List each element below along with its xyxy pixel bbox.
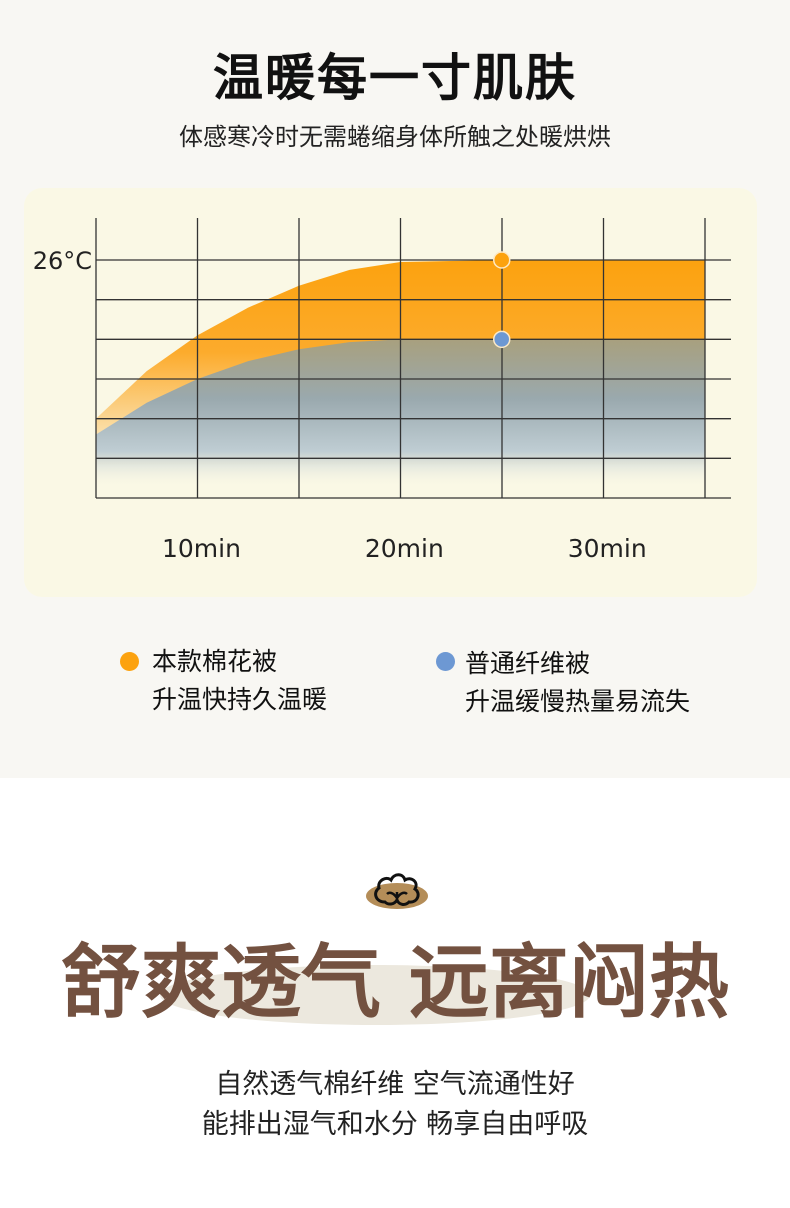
- section2-title: 舒爽透气 远离闷热: [61, 936, 729, 1029]
- series-marker-0: [493, 251, 511, 269]
- warmth-section: 温暖每一寸肌肤 体感寒冷时无需蜷缩身体所触之处暖烘烘 10min 20min 30m…: [0, 0, 790, 778]
- legend-desc: 升温快持久温暖: [152, 685, 328, 714]
- legend-dot-cotton: [120, 652, 139, 671]
- section2-line-2: 能排出湿气和水分 畅享自由呼吸: [201, 1109, 589, 1140]
- y-tick-label: 26°C: [33, 247, 92, 275]
- cotton-icon: [366, 873, 428, 909]
- legend-dot-fiber: [436, 652, 455, 671]
- section-subtitle: 体感寒冷时无需蜷缩身体所触之处暖烘烘: [179, 123, 611, 151]
- x-tick-label: 10min: [162, 534, 241, 563]
- x-tick-label: 20min: [365, 534, 444, 563]
- legend-desc: 升温缓慢热量易流失: [465, 687, 691, 716]
- legend-name: 本款棉花被: [152, 647, 278, 676]
- legend-name: 普通纤维被: [465, 649, 591, 678]
- series-marker-1: [493, 330, 511, 349]
- legend-fiber: 普通纤维被 升温缓慢热量易流失: [465, 645, 690, 721]
- legend-cotton: 本款棉花被 升温快持久温暖: [152, 643, 327, 719]
- x-tick-label: 30min: [568, 534, 647, 563]
- title-backdrop: [160, 965, 590, 1025]
- section-title: 温暖每一寸肌肤: [213, 49, 577, 107]
- temperature-chart: 10min 20min 30min 26°C: [33, 218, 731, 563]
- section2-line-1: 自然透气棉纤维 空气流通性好: [215, 1069, 575, 1100]
